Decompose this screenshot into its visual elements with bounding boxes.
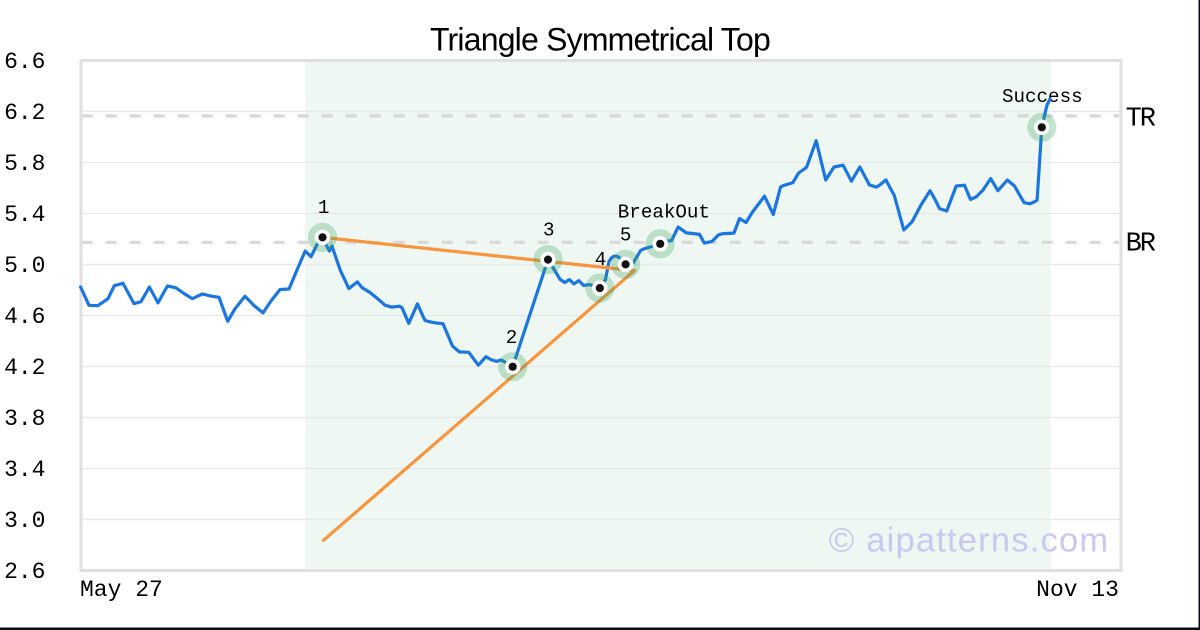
svg-text:2.6: 2.6 xyxy=(4,559,45,585)
svg-text:2: 2 xyxy=(506,327,518,349)
svg-text:4.2: 4.2 xyxy=(4,355,45,381)
svg-text:3.4: 3.4 xyxy=(4,457,45,483)
svg-text:5.4: 5.4 xyxy=(4,202,45,228)
svg-text:3: 3 xyxy=(543,220,555,242)
svg-text:6.6: 6.6 xyxy=(4,49,45,75)
svg-text:1: 1 xyxy=(318,197,330,219)
svg-text:5.8: 5.8 xyxy=(4,151,45,177)
svg-text:May 27: May 27 xyxy=(80,577,163,603)
svg-text:4.6: 4.6 xyxy=(4,304,45,330)
svg-text:© aipatterns.com: © aipatterns.com xyxy=(829,521,1109,559)
svg-text:BreakOut: BreakOut xyxy=(618,202,710,224)
svg-text:5: 5 xyxy=(620,225,632,247)
svg-text:TR: TR xyxy=(1126,105,1156,135)
svg-text:Nov 13: Nov 13 xyxy=(1036,577,1119,603)
svg-text:6.2: 6.2 xyxy=(4,100,45,126)
svg-text:5.0: 5.0 xyxy=(4,253,45,279)
svg-text:3.8: 3.8 xyxy=(4,406,45,432)
svg-text:BR: BR xyxy=(1126,230,1156,260)
svg-text:Success: Success xyxy=(1002,86,1083,108)
svg-text:Triangle Symmetrical Top: Triangle Symmetrical Top xyxy=(430,22,770,58)
svg-text:3.0: 3.0 xyxy=(4,508,45,534)
svg-text:4: 4 xyxy=(595,249,607,271)
